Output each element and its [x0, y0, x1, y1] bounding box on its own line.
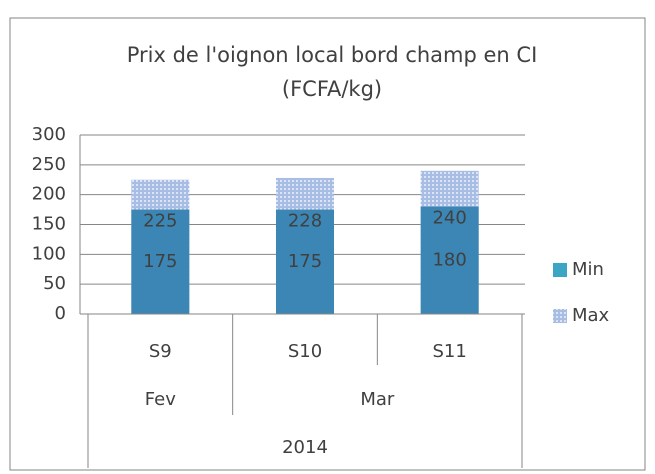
y-tick-label: 300	[32, 124, 66, 145]
chart-title: Prix de l'oignon local bord champ en CI	[127, 43, 538, 67]
y-tick-label: 100	[32, 243, 66, 264]
data-label: 175	[143, 251, 177, 272]
y-tick-label: 250	[32, 154, 66, 175]
y-tick-label: 150	[32, 214, 66, 235]
month-label: Fev	[145, 389, 176, 410]
data-label: 225	[143, 211, 177, 232]
chart-title: (FCFA/kg)	[282, 77, 382, 101]
x-tick-label: S9	[149, 341, 172, 362]
bar	[420, 206, 479, 314]
bar	[131, 209, 190, 314]
legend-label: Max	[572, 305, 610, 326]
data-label: 180	[432, 249, 466, 270]
x-tick-label: S11	[432, 341, 466, 362]
legend-swatch	[553, 309, 567, 323]
x-tick-label: S10	[288, 341, 322, 362]
data-label: 228	[288, 211, 322, 232]
legend-swatch	[553, 263, 567, 277]
year-label: 2014	[282, 437, 328, 458]
y-tick-label: 200	[32, 184, 66, 205]
y-tick-label: 0	[55, 303, 66, 324]
data-label: 240	[432, 208, 466, 229]
month-label: Mar	[360, 389, 395, 410]
bar	[276, 209, 334, 314]
y-tick-label: 50	[43, 273, 66, 294]
data-label: 175	[288, 251, 322, 272]
legend-label: Min	[572, 259, 604, 280]
